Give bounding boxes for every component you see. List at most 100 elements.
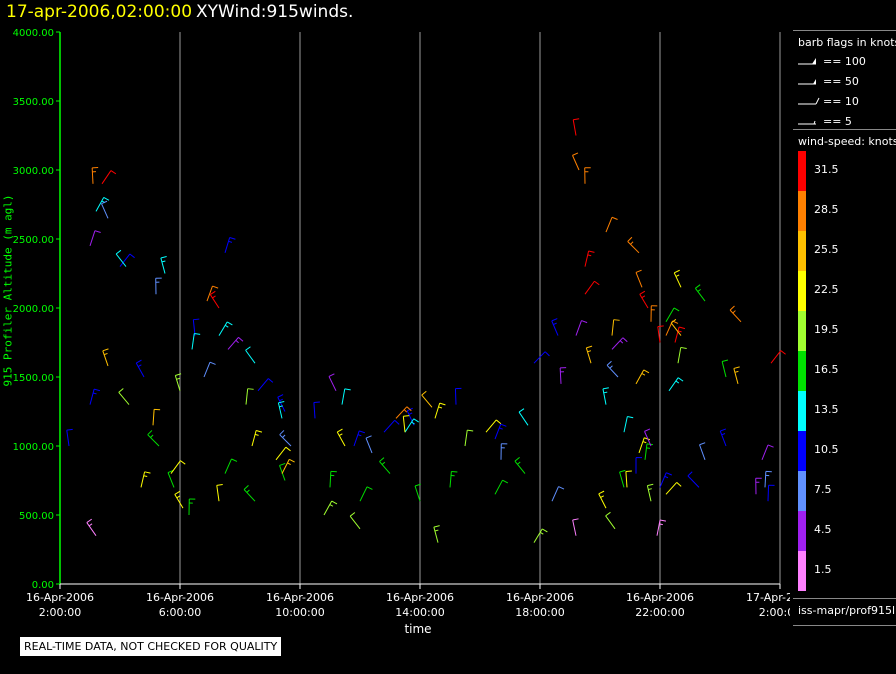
speed-legend-item: 13.5 bbox=[793, 391, 893, 431]
wind-barb bbox=[764, 470, 772, 488]
wind-barb bbox=[402, 415, 410, 433]
wind-barb bbox=[174, 490, 184, 509]
wind-barb bbox=[494, 479, 509, 495]
axes: 0.00 500.00 1000.00 1500.00 2000.00 2500.00 30… bbox=[13, 28, 790, 619]
wind-barb bbox=[694, 284, 706, 302]
wind-barb bbox=[625, 470, 632, 488]
wind-barb bbox=[551, 318, 559, 336]
x-tick-label: 16-Apr-2006 bbox=[506, 591, 574, 604]
wind-barb bbox=[216, 484, 223, 502]
barb-legend-item: == 100 bbox=[798, 55, 896, 69]
wind-barb bbox=[729, 305, 742, 323]
wind-barb bbox=[95, 196, 110, 212]
speed-legend-item: 31.5 bbox=[793, 151, 893, 191]
wind-barb bbox=[611, 319, 620, 336]
wind-barb bbox=[170, 460, 186, 474]
speed-color-swatch bbox=[798, 231, 806, 271]
speed-color-swatch bbox=[798, 391, 806, 431]
wind-barb bbox=[140, 471, 151, 488]
x-axis-label: time bbox=[404, 622, 432, 636]
wind-barb bbox=[365, 435, 373, 454]
wind-barb bbox=[733, 366, 740, 385]
speed-legend-label: 25.5 bbox=[814, 243, 839, 256]
barb-legend-title: barb flags in knots bbox=[798, 36, 896, 49]
wind-barb bbox=[336, 428, 346, 447]
x-tick-label: 10:00:00 bbox=[275, 606, 324, 619]
y-tick-label: 1500.00 bbox=[13, 373, 54, 384]
wind-barb bbox=[421, 390, 433, 408]
wind-barb bbox=[328, 373, 337, 392]
speed-color-swatch bbox=[798, 311, 806, 351]
wind-barb bbox=[687, 471, 700, 488]
wind-barb bbox=[635, 269, 643, 288]
wind-barb bbox=[245, 346, 256, 364]
x-tick-label: 18:00:00 bbox=[515, 606, 564, 619]
wind-barb bbox=[635, 369, 650, 385]
wind-barb bbox=[277, 400, 285, 419]
speed-legend-item: 1.5 bbox=[793, 551, 893, 591]
wind-barb bbox=[770, 350, 786, 364]
wind-barb bbox=[218, 321, 233, 336]
speed-legend-label: 31.5 bbox=[814, 163, 839, 176]
barb-legend-item: == 10 bbox=[798, 95, 896, 109]
wind-barb bbox=[224, 458, 238, 474]
x-tick-label: 16-Apr-2006 bbox=[26, 591, 94, 604]
wind-barb bbox=[155, 277, 162, 295]
wind-barb bbox=[533, 528, 548, 543]
x-tick-label: 16-Apr-2006 bbox=[626, 591, 694, 604]
wind-barb bbox=[433, 525, 440, 543]
speed-legend-item: 7.5 bbox=[793, 471, 893, 511]
wind-barb bbox=[584, 250, 595, 267]
wind-barb bbox=[584, 167, 591, 184]
wind-barb bbox=[644, 443, 653, 460]
wind-barb bbox=[257, 378, 274, 392]
y-axis-label: 915 Profiler Altitude (m agl) bbox=[1, 194, 15, 387]
speed-color-swatch bbox=[798, 431, 806, 471]
wind-barb bbox=[659, 472, 672, 488]
wind-barb bbox=[227, 336, 244, 350]
wind-barb bbox=[152, 408, 161, 426]
wind-barb bbox=[638, 437, 651, 454]
wind-barb bbox=[115, 249, 127, 267]
speed-color-swatch bbox=[798, 511, 806, 551]
wind-barb bbox=[611, 337, 628, 350]
speed-legend-label: 7.5 bbox=[814, 483, 832, 496]
speed-legend-item: 16.5 bbox=[793, 351, 893, 391]
wind-barb bbox=[395, 406, 412, 419]
wind-barb bbox=[719, 428, 727, 447]
speed-legend-label: 4.5 bbox=[814, 523, 832, 536]
speed-color-swatch bbox=[798, 471, 806, 511]
speed-legend-label: 10.5 bbox=[814, 443, 839, 456]
wind-barb bbox=[572, 118, 580, 136]
barb-legend-item: == 5 bbox=[798, 115, 896, 129]
y-tick-label: 3500.00 bbox=[13, 97, 54, 108]
speed-legend-title: wind-speed: knots bbox=[798, 135, 896, 148]
wind-barb bbox=[313, 401, 320, 419]
data-source-label: iss-mapr/prof915l bbox=[798, 604, 896, 617]
wind-barb bbox=[203, 361, 216, 378]
wind-barb bbox=[206, 285, 219, 302]
wind-barb bbox=[656, 519, 667, 536]
wind-barb bbox=[677, 346, 687, 364]
y-tick-label: 4000.00 bbox=[13, 28, 54, 39]
wind-barb bbox=[160, 256, 167, 274]
x-tick-label: 22:00:00 bbox=[635, 606, 684, 619]
wind-barb bbox=[379, 457, 391, 474]
wind-barb bbox=[755, 477, 762, 495]
wind-barb bbox=[281, 458, 295, 474]
wind-barb bbox=[251, 430, 263, 447]
speed-legend-item: 4.5 bbox=[793, 511, 893, 551]
speed-color-swatch bbox=[798, 191, 806, 231]
wind-barb bbox=[118, 388, 130, 405]
wind-barb bbox=[91, 167, 99, 184]
wind-barb bbox=[66, 428, 73, 447]
wind-barb bbox=[518, 408, 529, 426]
speed-legend-label: 19.5 bbox=[814, 323, 839, 336]
speed-legend-label: 13.5 bbox=[814, 403, 839, 416]
speed-legend-item: 22.5 bbox=[793, 271, 893, 311]
wind-barb bbox=[275, 446, 291, 461]
wind-chart: 0.00 500.00 1000.00 1500.00 2000.00 2500.00 30… bbox=[13, 28, 790, 619]
wind-barb bbox=[323, 500, 338, 516]
wind-barb bbox=[551, 486, 565, 502]
wind-barb bbox=[619, 469, 626, 488]
